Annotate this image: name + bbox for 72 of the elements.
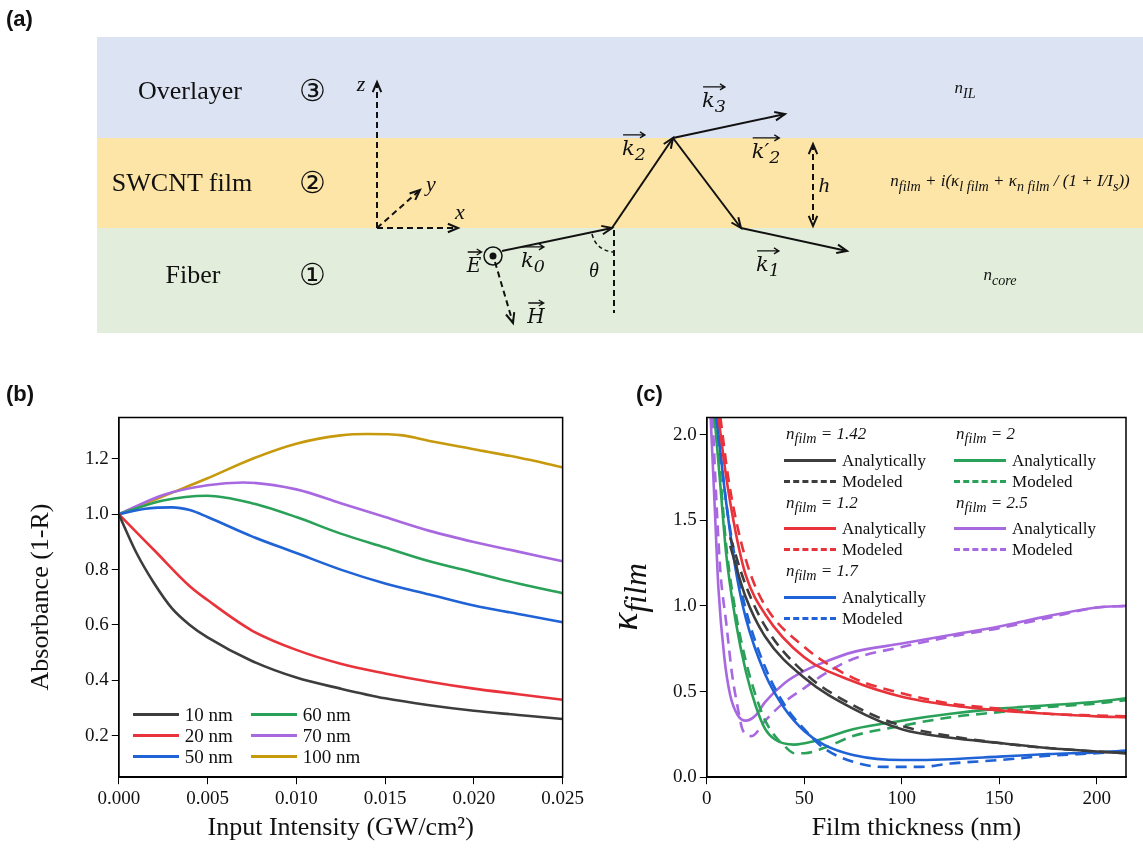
legend-label: Analytically <box>842 586 927 608</box>
legend-label: 70 nm <box>302 725 351 747</box>
text: θ <box>589 258 599 282</box>
chart-title: (c) <box>636 381 663 407</box>
x-tick-label: 150 <box>985 786 1014 808</box>
annotation: n$_{film}$ = 1.42 <box>785 423 868 449</box>
annotation: n$_{film}$ = 2 <box>955 423 1017 449</box>
text: ① <box>298 256 326 292</box>
annotation: n$_{film}$ = 2.5 <box>955 491 1029 518</box>
text: n$_{film}$ + i(κ$_{l film}$ + κ$_{n film}$ / (1 + I/I$_{s}$)) <box>890 171 1130 194</box>
y-tick-label: 1.5 <box>673 508 697 530</box>
chart-title: (b) <box>6 381 35 407</box>
y-tick-label: 0.8 <box>85 557 109 579</box>
legend-label: 10 nm <box>184 704 233 726</box>
legend-label: Analytically <box>842 449 927 471</box>
annotation: n$_{film}$ = 1.7 <box>785 560 860 586</box>
legend-label: 20 nm <box>184 725 233 747</box>
y-tick-label: 0.2 <box>85 723 109 745</box>
legend-label: 50 nm <box>184 746 233 768</box>
text: z <box>356 71 366 97</box>
text: k$_{2}$ <box>622 135 646 165</box>
text: H <box>527 304 545 328</box>
legend-label: Modeled <box>842 607 903 629</box>
legend-label: Modeled <box>1012 539 1073 561</box>
x-tick-label: 0.015 <box>363 786 407 808</box>
text: ③ <box>298 72 326 108</box>
x-axis-title: Input Intensity (GW/cm²) <box>207 812 474 842</box>
text: k$_{0}$ <box>521 247 545 277</box>
text: ② <box>298 164 326 200</box>
text: SWCNT film <box>111 168 253 198</box>
text: x <box>455 199 465 225</box>
annotation: n$_{film}$ = 1.2 <box>785 491 859 518</box>
legend-label: 60 nm <box>302 704 351 726</box>
text: n$_{core}$ <box>983 265 1017 289</box>
x-tick-label: 0.005 <box>186 786 229 808</box>
y-tick-label: 2.0 <box>673 422 697 444</box>
y-axis-title: Absorbance (1-R) <box>25 503 55 691</box>
y-tick-label: 0.5 <box>673 679 697 701</box>
x-axis-title: Film thickness (nm) <box>811 812 1022 842</box>
text: k$_{1}$ <box>756 251 780 281</box>
legend-label: 100 nm <box>302 746 361 768</box>
line-series <box>118 506 563 624</box>
legend-label: Analytically <box>1012 449 1097 471</box>
x-tick-label: 0.010 <box>274 786 318 808</box>
y-tick-label: 1.0 <box>673 593 697 615</box>
y-tick-label: 0.0 <box>673 765 697 787</box>
text: h <box>818 172 830 198</box>
text: k′$_{2}$ <box>751 138 781 168</box>
legend-label: Analytically <box>1012 518 1097 540</box>
text: Overlayer <box>138 76 242 106</box>
x-tick-label: 0 <box>702 786 712 808</box>
x-tick-label: 100 <box>887 786 916 808</box>
y-tick-label: 1.0 <box>85 502 109 524</box>
text: Fiber <box>165 260 221 290</box>
text: E <box>466 253 482 277</box>
x-tick-label: 0.000 <box>97 786 141 808</box>
x-tick-label: 0.020 <box>452 786 496 808</box>
y-tick-label: 1.2 <box>85 446 109 468</box>
text: (a) <box>6 6 33 32</box>
legend-label: Analytically <box>842 518 927 540</box>
text: k$_{3}$ <box>702 87 726 117</box>
y-tick-label: 0.6 <box>85 612 109 634</box>
text: n$_{IL}$ <box>954 78 976 102</box>
x-tick-label: 200 <box>1082 786 1111 808</box>
x-tick-label: 0.025 <box>541 786 584 808</box>
x-tick-label: 50 <box>794 786 814 808</box>
y-tick-label: 0.4 <box>85 668 110 690</box>
legend-label: Modeled <box>842 539 903 561</box>
line-series <box>118 494 563 595</box>
text: y <box>426 171 436 197</box>
legend-label: Modeled <box>842 470 903 492</box>
legend-label: Modeled <box>1012 470 1073 492</box>
